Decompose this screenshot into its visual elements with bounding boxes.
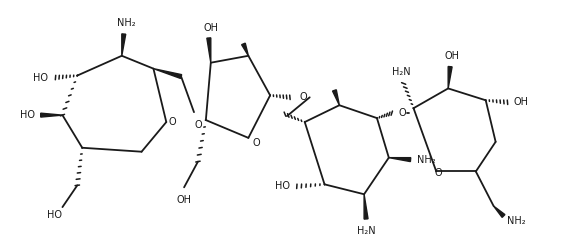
Polygon shape <box>122 34 126 56</box>
Polygon shape <box>389 158 411 162</box>
Text: OH: OH <box>445 51 459 61</box>
Text: NH₂: NH₂ <box>507 216 526 226</box>
Polygon shape <box>207 38 211 63</box>
Polygon shape <box>41 113 63 117</box>
Text: HO: HO <box>33 73 47 83</box>
Text: NH₂: NH₂ <box>118 18 136 28</box>
Text: O: O <box>253 138 260 148</box>
Text: NH₂: NH₂ <box>416 155 435 165</box>
Polygon shape <box>333 90 340 105</box>
Text: HO: HO <box>47 210 63 220</box>
Text: H₂N: H₂N <box>357 226 375 236</box>
Polygon shape <box>448 67 452 88</box>
Text: O: O <box>434 169 442 178</box>
Polygon shape <box>154 69 182 78</box>
Text: OH: OH <box>203 23 218 33</box>
Text: HO: HO <box>275 181 290 191</box>
Text: O: O <box>300 92 307 102</box>
Text: OH: OH <box>177 195 192 205</box>
Text: O: O <box>399 108 406 118</box>
Polygon shape <box>494 206 505 217</box>
Text: H₂N: H₂N <box>392 67 411 77</box>
Polygon shape <box>364 194 368 219</box>
Text: O: O <box>168 117 176 127</box>
Text: OH: OH <box>514 97 528 107</box>
Polygon shape <box>242 43 249 56</box>
Text: HO: HO <box>20 110 35 120</box>
Text: O: O <box>194 120 202 130</box>
